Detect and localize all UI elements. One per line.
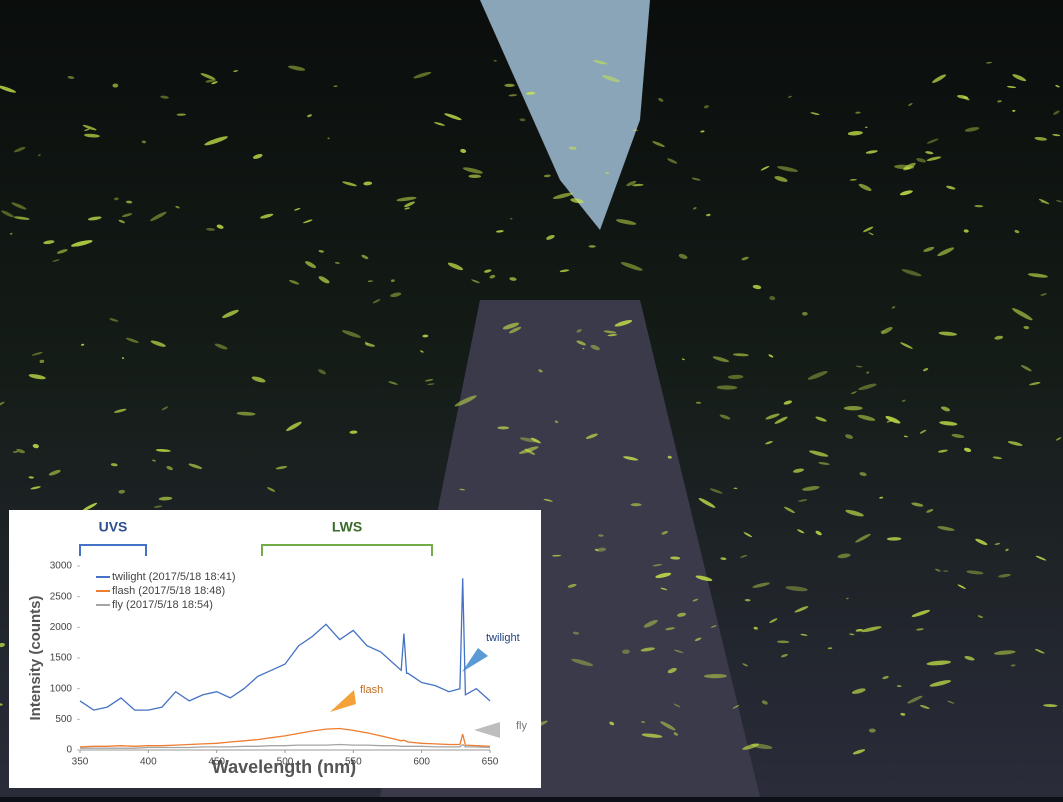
- y-tick-label: 1000: [50, 683, 73, 694]
- x-tick-label: 600: [413, 757, 430, 768]
- x-tick-label: 500: [277, 757, 294, 768]
- legend-label: twilight (2017/5/18 18:41): [112, 571, 236, 583]
- firefly: [504, 84, 514, 87]
- firefly: [844, 406, 863, 410]
- fly-annotation: fly: [516, 720, 528, 732]
- y-tick-label: 1500: [50, 653, 73, 664]
- x-tick-label: 550: [345, 757, 362, 768]
- y-axis-label: Intensity (counts): [27, 595, 44, 720]
- y-tick-label: 0: [66, 745, 72, 756]
- x-tick-label: 450: [208, 757, 225, 768]
- legend-label: flash (2017/5/18 18:48): [112, 585, 225, 597]
- y-tick-label: 500: [55, 714, 72, 725]
- legend-label: fly (2017/5/18 18:54): [112, 599, 213, 611]
- x-tick-label: 400: [140, 757, 157, 768]
- firefly: [327, 138, 329, 140]
- y-tick-label: 2500: [50, 591, 73, 602]
- uvs-label: UVS: [99, 519, 128, 535]
- y-tick-label: 2000: [50, 622, 73, 633]
- page: {"chart_data": {"type": "line", "x_label…: [0, 0, 1063, 797]
- y-tick-label: 3000: [50, 561, 73, 572]
- firefly: [869, 728, 876, 732]
- lws-label: LWS: [332, 519, 362, 535]
- twilight-annotation: twilight: [486, 632, 520, 644]
- firefly: [112, 83, 118, 87]
- flash-annotation: flash: [360, 684, 383, 696]
- x-tick-label: 350: [72, 757, 89, 768]
- figure: Intensity (counts) Wavelength (nm) UVS L…: [0, 0, 1063, 797]
- x-tick-label: 650: [482, 757, 499, 768]
